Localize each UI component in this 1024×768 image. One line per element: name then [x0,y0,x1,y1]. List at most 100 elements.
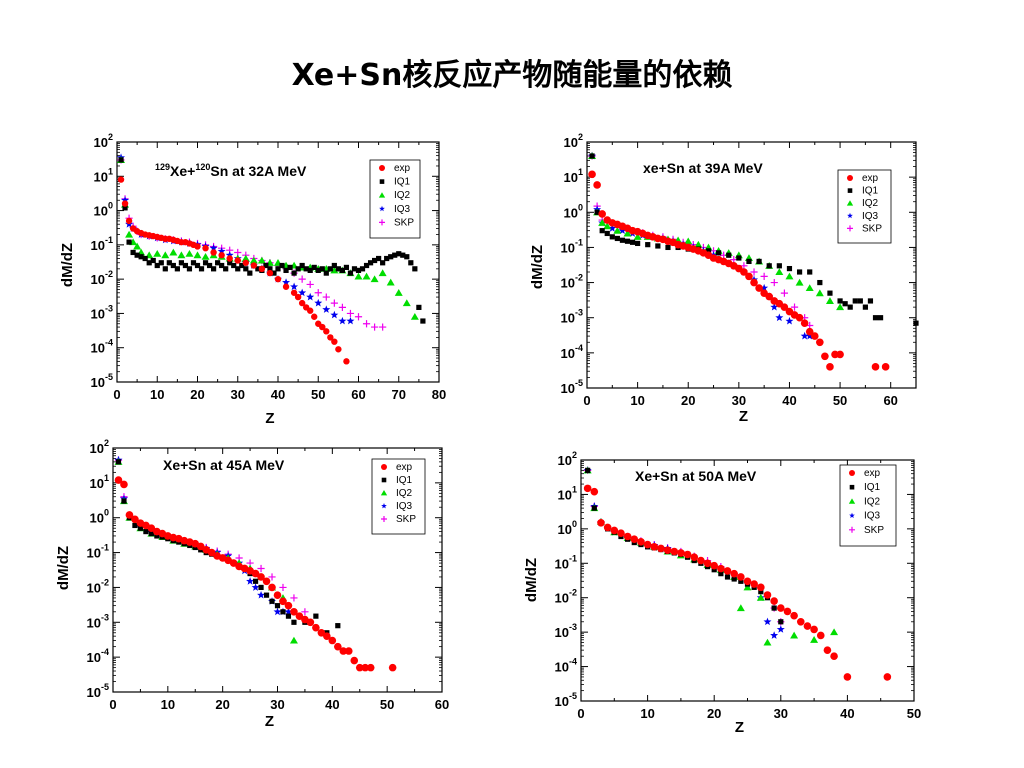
data-point-exp [697,556,705,565]
data-point-exp [588,170,596,179]
data-point-IQ2 [736,604,745,612]
data-point-SKP [371,323,379,331]
data-point-SKP [354,313,363,321]
data-point-IQ1 [247,270,253,276]
data-point-IQ1 [766,263,772,269]
legend-label-IQ1: IQ1 [862,186,879,197]
data-point-exp [765,292,774,301]
data-point-IQ3 [298,288,307,297]
data-point-SKP [330,299,338,307]
legend: exp IQ1 IQ2 IQ3 SKP [371,458,426,535]
data-point-exp [257,573,265,581]
legend-label-IQ2: IQ2 [394,190,411,201]
data-point-SKP [770,278,778,287]
y-tick-label: 102 [564,132,583,150]
data-point-IQ1 [170,262,176,269]
data-point-exp [663,546,672,554]
data-point-exp [723,567,732,575]
x-tick-label: 40 [271,387,285,402]
x-tick-label: 40 [325,697,339,712]
data-point-IQ2 [153,249,162,257]
y-tick-label: 10-1 [91,235,113,253]
y-tick-label: 101 [94,166,113,184]
data-point-IQ1 [206,262,213,269]
data-point-exp [273,591,282,599]
data-point-exp [597,518,605,527]
data-point-IQ2 [613,226,622,234]
data-point-exp [125,511,134,519]
series-SKP [117,156,387,331]
data-point-exp [210,249,217,256]
data-point-SKP [257,564,265,573]
legend-label-IQ3: IQ3 [396,501,413,512]
data-point-IQ2 [193,251,202,259]
y-tick-label: 101 [558,484,577,502]
data-point-exp [593,181,601,189]
data-point-IQ3 [217,247,226,255]
x-tick-label: 70 [392,387,406,402]
data-point-IQ1 [291,270,297,276]
data-point-IQ2 [161,251,170,259]
legend-marker-exp [847,175,853,181]
data-point-IQ1 [872,315,879,321]
data-point-exp [388,663,397,672]
data-point-exp [298,299,306,307]
data-point-exp [279,597,287,606]
y-tick-label: 10-4 [561,343,583,361]
data-point-exp [312,623,320,632]
data-point-IQ1 [594,209,600,215]
data-point-IQ1 [231,262,237,269]
data-point-IQ2 [289,636,298,644]
data-point-exp [218,251,225,259]
data-point-IQ1 [166,260,172,266]
data-point-IQ1 [619,237,626,243]
legend-marker-IQ1 [381,477,387,483]
y-tick-label: 10-1 [555,553,577,571]
data-point-IQ1 [629,239,636,245]
data-point-IQ2 [169,248,178,256]
plot-area: 0 10 20 30 40 50 60 10-5 10-4 10-3 10-2 10-1 100 101 1… [55,438,449,730]
x-axis-label: Z [265,410,274,427]
data-point-IQ1 [731,576,737,582]
x-axis-label: Z [739,408,748,425]
data-point-exp [284,601,293,610]
data-point-exp [603,523,612,532]
x-tick-label: 30 [774,706,788,721]
legend-label-IQ2: IQ2 [864,496,881,507]
data-point-exp [763,591,772,599]
x-tick-label: 10 [640,706,654,721]
data-point-IQ1 [665,244,671,251]
x-tick-label: 30 [270,697,284,712]
data-point-IQ1 [857,298,863,304]
data-point-IQ2 [775,268,784,276]
data-point-IQ2 [763,638,772,646]
data-point-IQ3 [800,331,809,340]
data-point-IQ2 [257,256,266,264]
legend-marker-IQ2 [380,490,388,496]
data-point-IQ1 [778,619,784,625]
y-axis-label: dM/dZ [59,243,76,287]
data-point-IQ1 [591,505,597,511]
data-point-IQ3 [760,283,769,292]
x-axis-label: Z [735,719,744,736]
data-point-exp [361,663,370,672]
data-point-IQ1 [380,260,386,266]
data-point-IQ1 [252,578,259,584]
y-tick-label: 10-5 [555,691,577,709]
y-tick-label: 10-2 [561,273,583,291]
plot-frame [586,141,917,389]
y-tick-label: 10-3 [91,303,113,321]
legend-box [369,159,421,239]
x-tick-label: 30 [732,393,746,408]
data-point-exp [821,352,829,361]
legend-marker-SKP [379,219,385,226]
data-point-exp [630,535,639,544]
data-point-exp [202,244,209,252]
data-point-IQ3 [763,617,772,626]
data-point-IQ3 [209,243,218,252]
data-point-IQ1 [295,266,301,272]
data-point-IQ2 [785,272,794,280]
x-tick-label: 60 [351,387,365,402]
data-point-IQ2 [330,266,339,274]
data-point-IQ1 [786,265,793,272]
